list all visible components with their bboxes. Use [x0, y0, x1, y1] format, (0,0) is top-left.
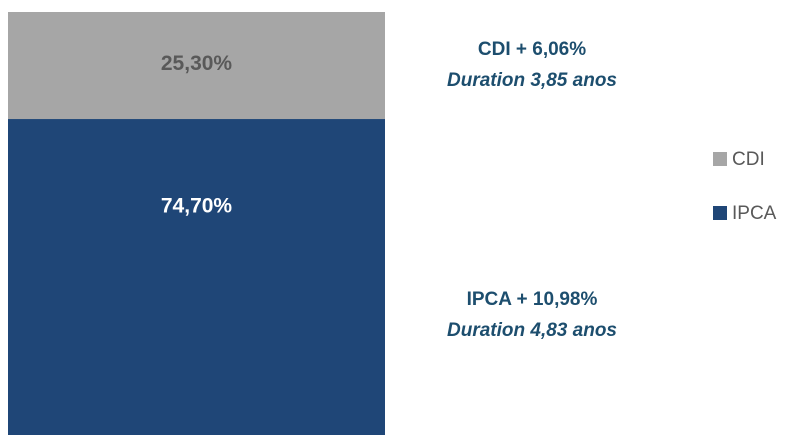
data-label: 25,30%: [161, 52, 233, 75]
annotation: Duration 4,83 anos: [447, 320, 617, 341]
bar-segment: [8, 119, 385, 435]
data-label: 74,70%: [161, 195, 233, 218]
bar-segment: [8, 12, 385, 120]
legend-swatch: [713, 206, 727, 220]
annotation: IPCA + 10,98%: [467, 289, 598, 310]
legend-label: IPCA: [732, 203, 777, 224]
legend-swatch: [713, 152, 727, 166]
legend-label: CDI: [732, 149, 765, 170]
annotation: Duration 3,85 anos: [447, 70, 617, 91]
annotation: CDI + 6,06%: [478, 39, 586, 60]
